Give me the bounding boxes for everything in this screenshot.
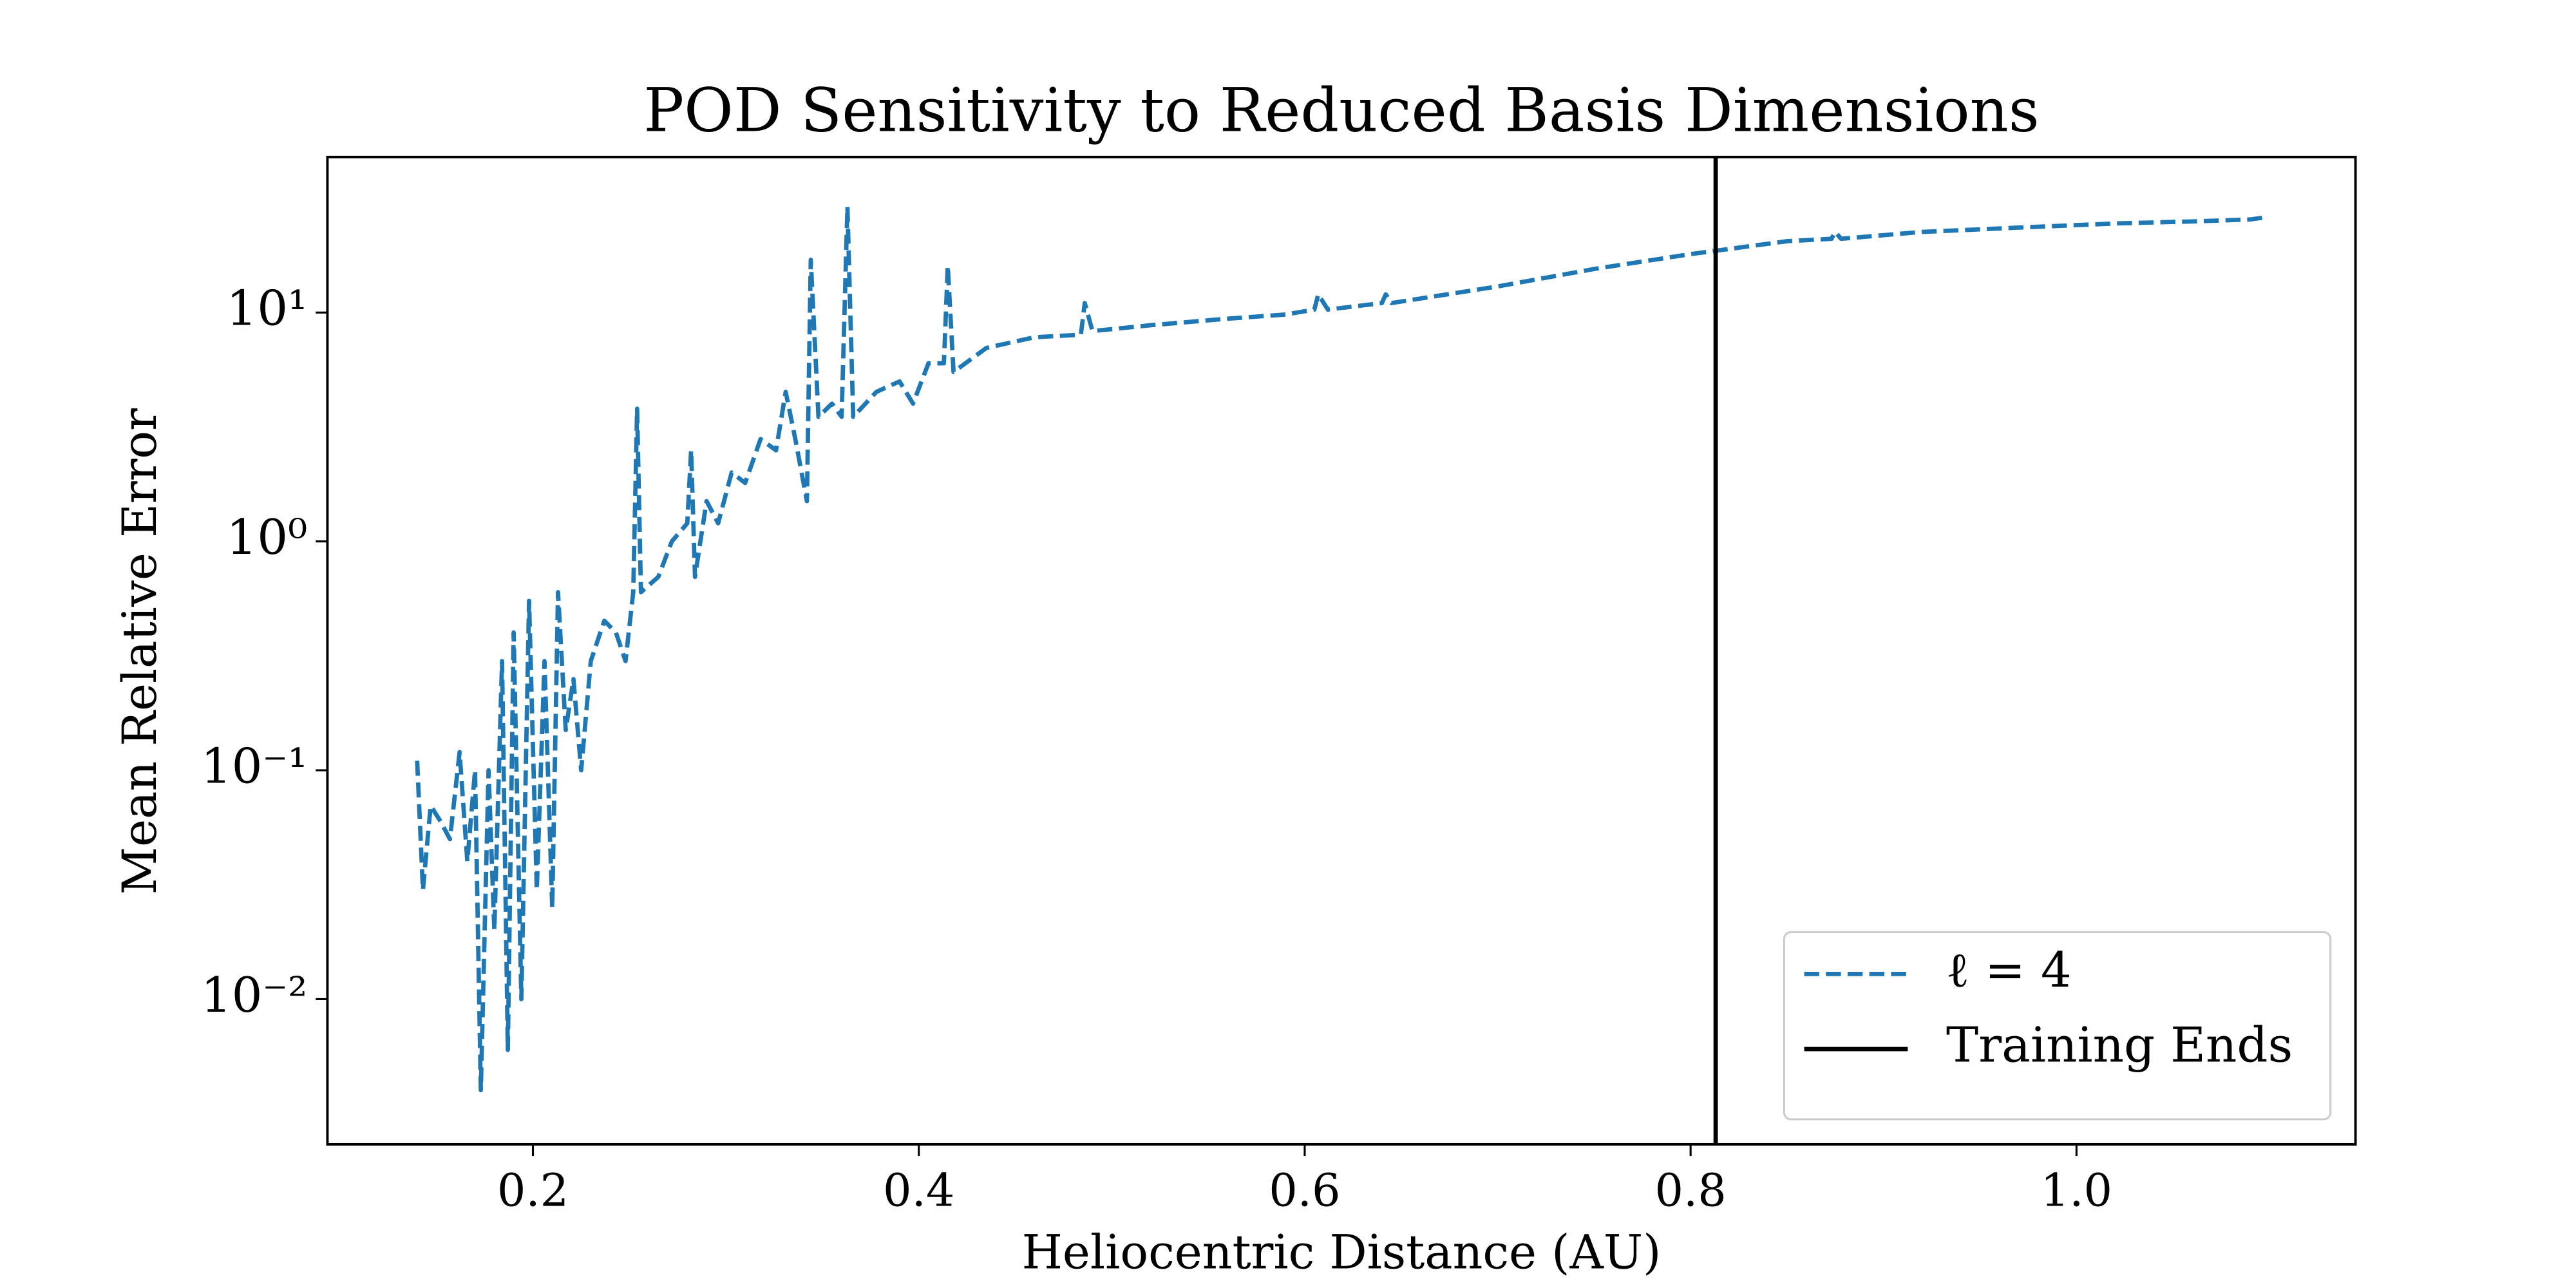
x-tick-label: 0.4: [883, 1164, 954, 1217]
x-axis-label: Heliocentric Distance (AU): [1022, 1226, 1662, 1280]
x-tick-label: 0.6: [1269, 1164, 1340, 1217]
y-tick-label: 10¹: [226, 280, 307, 337]
plot-frame: [326, 155, 2357, 1146]
data-line: [415, 204, 2264, 1093]
chart-title: POD Sensitivity to Reduced Basis Dimensi…: [643, 75, 2039, 146]
y-tick-label: 10⁻¹: [201, 737, 308, 794]
legend: ℓ = 4 Training Ends: [1783, 931, 2332, 1121]
y-tick-label: 10⁻²: [201, 967, 308, 1023]
legend-box: [1783, 931, 2332, 1121]
x-tick-label: 0.2: [497, 1164, 569, 1217]
y-tick-label: 10⁰: [226, 509, 307, 565]
legend-label: ℓ = 4: [1946, 942, 2072, 998]
legend-label: Training Ends: [1946, 1017, 2293, 1074]
x-tick-label: 1.0: [2041, 1164, 2112, 1217]
y-axis-label: Mean Relative Error: [113, 408, 167, 895]
x-tick-label: 0.8: [1654, 1164, 1726, 1217]
